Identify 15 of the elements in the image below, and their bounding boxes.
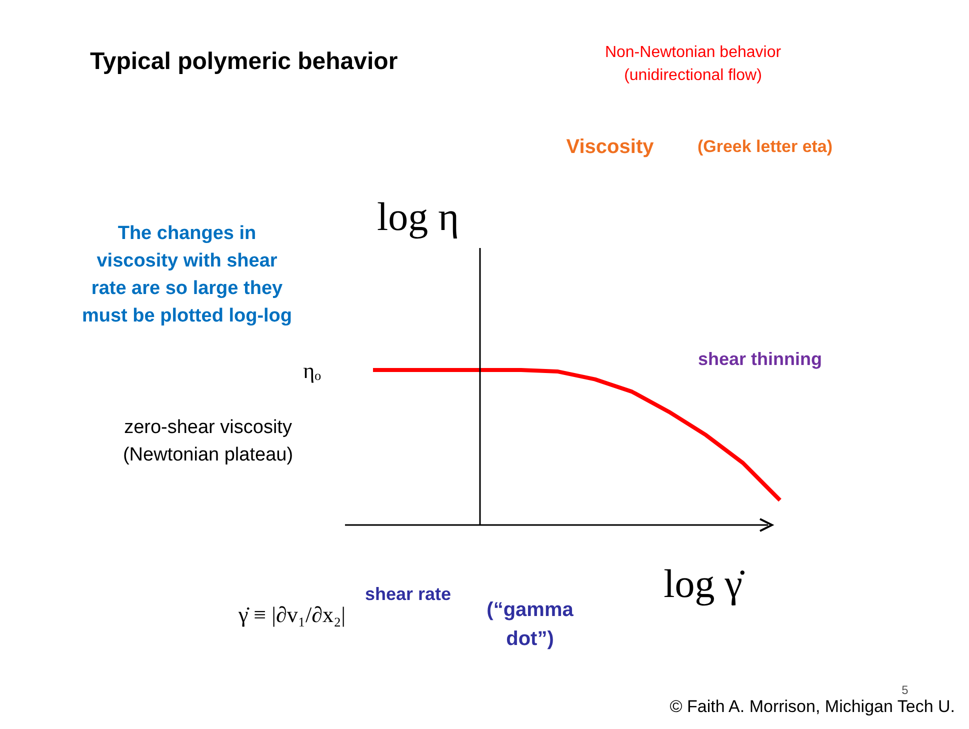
x-axis-title: log γ̇ <box>664 561 746 606</box>
text: Viscosity <box>566 136 655 158</box>
text: γ̇ ≡ |∂v₁/∂x₂| <box>237 602 346 627</box>
chart-subtitle: Non-Newtonian behavior (unidirectional flow) <box>604 44 782 84</box>
y-axis-title: log η <box>376 194 460 239</box>
text: (Greek letter eta) <box>697 137 833 156</box>
text: © Faith A. Morrison, Michigan Tech U. <box>670 697 955 716</box>
chart-title: Typical polymeric behavior <box>90 48 398 75</box>
text: (“gamma dot”) <box>486 599 574 650</box>
text: The changes in viscosity with shear rate are so large they must be plotted log-log <box>82 223 292 327</box>
text: zero-shear viscosity (Newtonian plateau) <box>122 417 294 466</box>
text: ηₒ <box>303 358 321 383</box>
text: shear thinning <box>698 349 822 369</box>
text: shear rate <box>364 584 452 604</box>
text: 5 <box>902 683 909 697</box>
